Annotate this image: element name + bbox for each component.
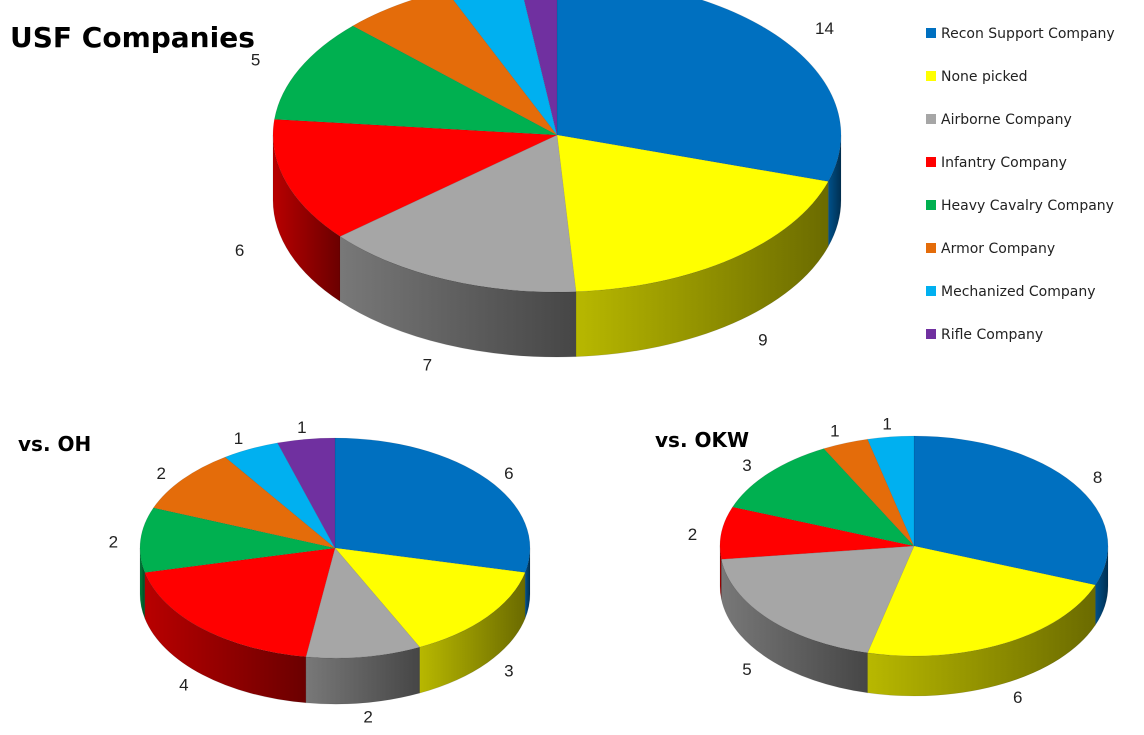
slice-none-picked — [334, 547, 526, 648]
legend: Recon Support Company None picked Airbor… — [926, 26, 1115, 343]
data-label-airborne-company: 2 — [363, 707, 372, 726]
slice-airborne-company — [339, 134, 577, 293]
okw-chart-title: vs. OKW — [655, 428, 749, 452]
legend-label-armor: Armor Company — [941, 241, 1055, 257]
slice-recon-support-company — [556, 0, 842, 182]
legend-label-infantry: Infantry Company — [941, 155, 1067, 171]
slice-heavy-cavalry-company — [732, 448, 915, 547]
slice-airborne-company — [305, 547, 421, 659]
slice-none-picked — [867, 545, 1096, 657]
okw-pie: 8 6 5 2 3 1 1 — [688, 414, 1109, 707]
legend-swatch-heavy-cavalry — [926, 200, 936, 210]
data-label-armor-company: 1 — [830, 422, 839, 441]
slice-heavy-cavalry-company — [139, 507, 336, 573]
legend-label-mechanized: Mechanized Company — [941, 284, 1096, 300]
slice-infantry-company — [272, 118, 558, 237]
legend-swatch-mechanized — [926, 286, 936, 296]
data-label-armor-company: 2 — [156, 464, 165, 483]
slice-infantry-company — [719, 506, 915, 560]
legend-label-airborne: Airborne Company — [941, 112, 1072, 128]
data-label-infantry-company: 4 — [179, 675, 188, 694]
data-label-airborne-company: 5 — [742, 660, 751, 679]
slice-infantry-company — [144, 547, 336, 658]
main-pie: 149765321 — [235, 0, 842, 375]
legend-label-recon: Recon Support Company — [941, 26, 1115, 42]
data-label-heavy-cavalry-company: 3 — [742, 456, 751, 475]
legend-swatch-armor — [926, 243, 936, 253]
data-label-infantry-company: 6 — [235, 241, 244, 260]
data-label-none-picked: 6 — [1013, 688, 1022, 707]
slice-mechanized-company — [867, 435, 915, 547]
data-label-airborne-company: 7 — [423, 356, 432, 375]
slice-rifle-company — [277, 437, 336, 549]
data-label-recon-support-company: 8 — [1093, 468, 1102, 487]
slice-rifle-company — [523, 0, 558, 136]
data-label-none-picked: 3 — [504, 662, 513, 681]
slice-recon-support-company — [913, 435, 1109, 586]
main-chart-title: USF Companies — [10, 21, 255, 54]
slice-heavy-cavalry-company — [274, 25, 558, 136]
data-label-recon-support-company: 14 — [815, 19, 834, 38]
legend-swatch-airborne — [926, 114, 936, 124]
slice-none-picked — [556, 134, 829, 292]
legend-label-rifle: Rifle Company — [941, 327, 1043, 343]
slice-side-infantry-company — [272, 134, 341, 302]
data-label-recon-support-company: 6 — [504, 464, 513, 483]
data-label-mechanized-company: 1 — [234, 429, 243, 448]
slice-mechanized-company — [224, 442, 336, 549]
oh-pie: 6 3 2 4 2 2 1 1 — [109, 418, 531, 726]
data-label-mechanized-company: 1 — [882, 414, 891, 433]
legend-swatch-rifle — [926, 329, 936, 339]
legend-label-heavy-cavalry: Heavy Cavalry Company — [941, 198, 1114, 214]
data-label-none-picked: 9 — [758, 331, 767, 350]
slice-mechanized-company — [453, 0, 558, 136]
slice-armor-company — [352, 0, 558, 136]
legend-swatch-infantry — [926, 157, 936, 167]
data-label-heavy-cavalry-company: 2 — [109, 533, 118, 552]
legend-label-none: None picked — [941, 69, 1028, 85]
slice-armor-company — [823, 438, 915, 547]
legend-swatch-none — [926, 71, 936, 81]
data-label-infantry-company: 2 — [688, 525, 697, 544]
slice-airborne-company — [721, 545, 915, 654]
slice-armor-company — [152, 456, 336, 549]
legend-swatch-recon — [926, 28, 936, 38]
data-label-rifle-company: 1 — [297, 418, 306, 437]
slice-recon-support-company — [334, 437, 531, 573]
data-label-heavy-cavalry-company: 5 — [251, 51, 260, 70]
oh-chart-title: vs. OH — [18, 432, 91, 456]
